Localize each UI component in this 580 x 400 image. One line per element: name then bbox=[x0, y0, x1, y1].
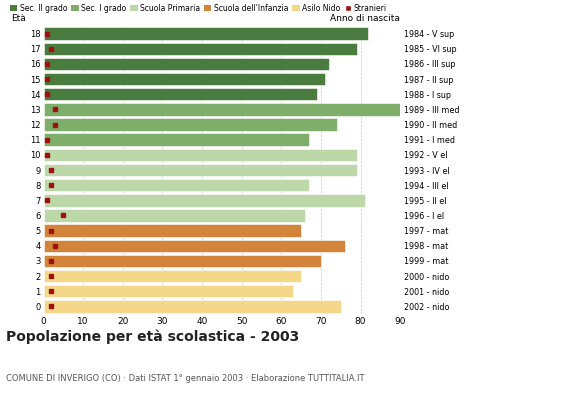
Bar bbox=[44, 224, 301, 237]
Bar bbox=[44, 73, 325, 85]
Legend: Sec. II grado, Sec. I grado, Scuola Primaria, Scuola dell'Infanzia, Asilo Nido, : Sec. II grado, Sec. I grado, Scuola Prim… bbox=[10, 4, 387, 13]
Bar bbox=[44, 164, 357, 176]
Bar bbox=[44, 88, 317, 100]
Bar bbox=[44, 58, 329, 70]
Bar bbox=[44, 149, 357, 161]
Bar bbox=[44, 134, 309, 146]
Bar bbox=[44, 300, 341, 313]
Text: Popolazione per età scolastica - 2003: Popolazione per età scolastica - 2003 bbox=[6, 330, 299, 344]
Bar bbox=[44, 27, 368, 40]
Bar bbox=[44, 285, 293, 298]
Bar bbox=[44, 179, 309, 191]
Text: Anno di nascita: Anno di nascita bbox=[331, 14, 400, 23]
Bar bbox=[44, 103, 400, 116]
Bar bbox=[44, 194, 365, 206]
Bar bbox=[44, 270, 301, 282]
Text: Età: Età bbox=[12, 14, 26, 23]
Bar bbox=[44, 118, 337, 131]
Bar bbox=[44, 255, 321, 267]
Text: COMUNE DI INVERIGO (CO) · Dati ISTAT 1° gennaio 2003 · Elaborazione TUTTITALIA.I: COMUNE DI INVERIGO (CO) · Dati ISTAT 1° … bbox=[6, 374, 364, 383]
Bar bbox=[44, 209, 305, 222]
Bar bbox=[44, 42, 357, 55]
Bar bbox=[44, 240, 345, 252]
